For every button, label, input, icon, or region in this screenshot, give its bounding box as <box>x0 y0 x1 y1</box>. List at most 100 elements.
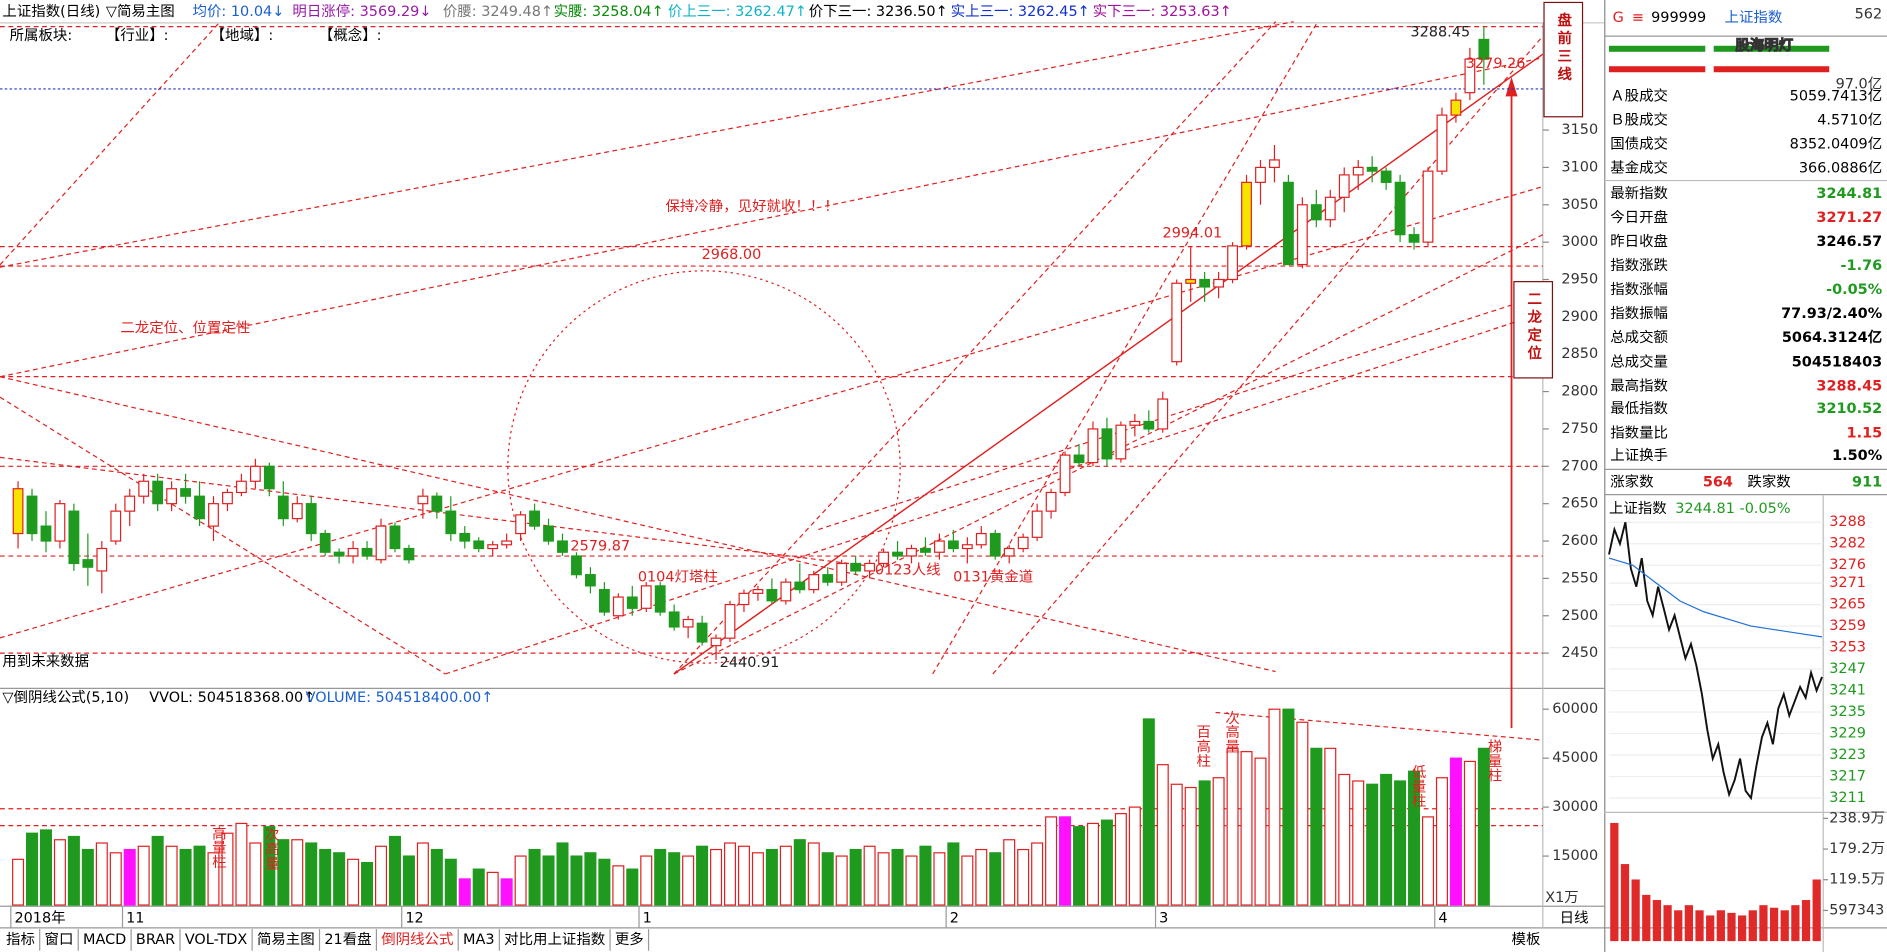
header-item: 价下三一: 3236.50↑ <box>809 4 948 20</box>
volume-bar <box>1100 819 1113 906</box>
intraday-volume-bar <box>1695 910 1704 942</box>
intraday-volume-bar <box>1652 900 1662 942</box>
candle-body <box>612 596 624 617</box>
volume-annotation: 次高量 <box>263 827 279 871</box>
y-tick-label: 3223 <box>1829 747 1866 763</box>
volume-bar <box>626 868 639 906</box>
header-item: 实上三一: 3262.45↑ <box>951 3 1090 20</box>
period-label[interactable]: 日线 <box>1560 909 1589 926</box>
volume-annotation: 次高量 <box>1223 710 1239 754</box>
volume-bar <box>1128 806 1141 906</box>
volume-bar <box>39 829 52 906</box>
candle-body <box>431 495 443 512</box>
tab[interactable]: VOL-TDX <box>185 932 248 948</box>
candle-body <box>989 532 1001 557</box>
candle-body <box>54 503 66 542</box>
stat-label: 昨日收盘 <box>1610 232 1668 250</box>
intraday-volume-bar <box>1738 915 1747 942</box>
candle-body <box>1478 38 1490 60</box>
annotation: 用到未来数据 <box>2 653 89 670</box>
volume-bar <box>151 835 164 906</box>
menu-icon: ≡ <box>1632 10 1644 26</box>
volume-bar <box>235 822 248 906</box>
volume-bar <box>416 842 429 906</box>
volume-bar <box>1310 747 1323 906</box>
candle-body <box>1157 398 1169 430</box>
stat-label: 指数涨跌 <box>1610 257 1668 274</box>
stat-label: 指数振幅 <box>1610 305 1668 322</box>
candle-body <box>682 618 694 628</box>
volume-bar <box>179 848 192 906</box>
tab[interactable]: MA3 <box>463 932 495 948</box>
y-tick-label: 3288 <box>1829 514 1866 530</box>
volume-bar <box>263 826 276 906</box>
volume-bar <box>556 842 569 906</box>
candle-body <box>1003 547 1015 557</box>
candle-body <box>794 581 806 591</box>
tab[interactable]: 更多 <box>615 931 644 948</box>
volume-bar <box>1086 822 1099 906</box>
intraday-volume-bar <box>1769 907 1779 942</box>
stat-label: 国债成交 <box>1610 134 1668 152</box>
candle-body <box>487 544 499 550</box>
annotation: 2579.87 <box>570 538 630 554</box>
candle-body <box>654 585 666 613</box>
intraday-line <box>1608 557 1823 638</box>
buy-bar <box>1713 45 1830 52</box>
candle-body <box>473 540 485 550</box>
candle-body <box>724 603 736 639</box>
volume-bar <box>1170 783 1183 906</box>
tab[interactable]: 指标 <box>6 931 35 948</box>
candle-body <box>1450 99 1462 116</box>
intraday-volume-bar <box>1759 905 1768 942</box>
volume-bar <box>1059 816 1072 906</box>
candle-body <box>277 495 289 520</box>
tab[interactable]: 模板 <box>1512 930 1541 948</box>
volume-bar <box>905 855 918 906</box>
volume-bar <box>542 855 555 906</box>
stat-value: 5059.7413亿 <box>1790 87 1883 104</box>
tab[interactable]: BRAR <box>136 932 175 948</box>
volume-bar <box>1449 757 1462 906</box>
tab[interactable]: MACD <box>83 932 126 948</box>
tab[interactable]: 对比用上证指数 <box>504 931 606 948</box>
annotation: 0131黄金道 <box>953 569 1033 586</box>
buy-bar <box>1609 45 1706 52</box>
tab[interactable]: 窗口 <box>45 930 74 948</box>
y-tick-label: 3282 <box>1829 536 1866 552</box>
tab[interactable]: 21看盘 <box>324 930 371 948</box>
support-line <box>673 53 1544 675</box>
intraday-volume-bar <box>1727 912 1736 942</box>
stat-value: 4.5710亿 <box>1817 111 1882 128</box>
y-tick-label: 2750 <box>1561 421 1598 437</box>
annotation: 3279.26 <box>1466 56 1526 72</box>
candle-body <box>166 488 178 505</box>
volume-bar <box>779 845 792 906</box>
volume-bar <box>249 842 262 906</box>
candle-body <box>1436 114 1448 172</box>
volume-bar <box>514 855 527 906</box>
volume-annotation: 低量柱 <box>1410 764 1426 808</box>
header-item: 价上三一: 3262.47↑ <box>668 3 807 20</box>
candle-body <box>920 547 931 553</box>
volume-bar <box>444 858 457 906</box>
volume-bar <box>1296 721 1309 906</box>
stat-value: 3246.57 <box>1816 234 1882 250</box>
volume-bar <box>849 848 862 906</box>
volume-bar <box>570 855 583 906</box>
candle-body <box>1185 278 1197 284</box>
intraday-volume-bar <box>1716 910 1725 942</box>
volume-bar <box>361 861 374 906</box>
tab[interactable]: 简易主图 <box>257 931 315 948</box>
label-box <box>1513 281 1554 379</box>
volume-bar <box>333 852 346 906</box>
box-label: 二龙定位 <box>1525 291 1542 363</box>
intraday-volume-bar <box>1812 879 1821 942</box>
y-tick-label: 3000 <box>1561 234 1598 250</box>
candle-body <box>1101 428 1113 460</box>
volume-bar <box>877 852 890 906</box>
tab[interactable]: 倒阴线公式 <box>381 931 453 948</box>
code-prefix: G <box>1613 10 1624 26</box>
candle-body <box>305 503 317 535</box>
candle-body <box>319 532 331 553</box>
